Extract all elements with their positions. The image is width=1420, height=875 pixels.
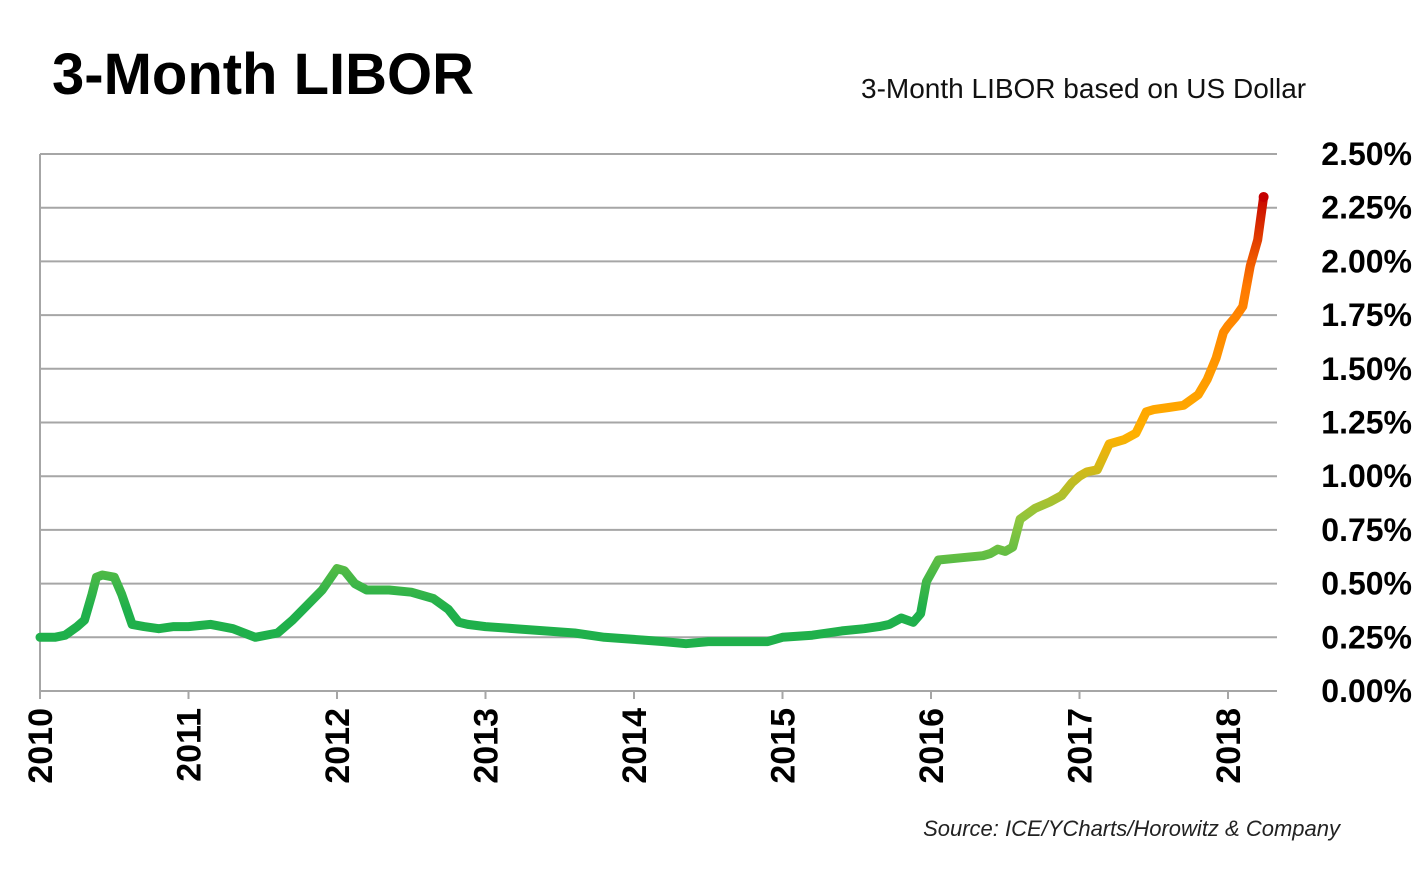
y-tick-label-2: 0.50%	[1321, 566, 1412, 602]
y-tick-label-1: 0.25%	[1321, 619, 1412, 655]
y-tick-labels: 0.00% 0.25% 0.50% 0.75% 1.00% 1.25% 1.50% 1.75%…	[1321, 136, 1412, 709]
x-tick-label-2016: 2016	[913, 708, 951, 784]
y-tick-label-0: 0.00%	[1321, 673, 1412, 709]
y-tick-label-6: 1.50%	[1321, 351, 1412, 387]
y-tick-label-10: 2.50%	[1321, 136, 1412, 172]
x-tick-label-2010: 2010	[22, 708, 60, 784]
series-line-0	[35, 192, 1269, 649]
y-tick-label-4: 1.00%	[1321, 458, 1412, 494]
source-note: Source: ICE/YCharts/Horowitz & Company	[923, 816, 1342, 841]
legend: 3-Month LIBOR based on US Dollar	[798, 73, 1306, 104]
axis-layer	[39, 154, 1277, 699]
x-tick-label-2015: 2015	[765, 708, 803, 784]
y-tick-label-3: 0.75%	[1321, 512, 1412, 548]
series-end-point-0	[1258, 191, 1269, 202]
series-layer	[35, 191, 1269, 649]
y-tick-label-8: 2.00%	[1321, 243, 1412, 279]
x-tick-label-2018: 2018	[1210, 708, 1248, 784]
y-tick-label-5: 1.25%	[1321, 405, 1412, 441]
x-tick-label-2012: 2012	[319, 708, 357, 784]
x-tick-labels: 2010 2011 2012 2013 2014 2015 2016 2017 2018	[22, 708, 1248, 784]
legend-label: 3-Month LIBOR based on US Dollar	[861, 73, 1306, 104]
y-tick-label-9: 2.25%	[1321, 190, 1412, 226]
x-tick-label-2014: 2014	[616, 708, 654, 784]
x-tick-label-2017: 2017	[1062, 708, 1100, 784]
grid-layer	[40, 153, 1277, 639]
y-tick-label-7: 1.75%	[1321, 297, 1412, 333]
x-tick-label-2011: 2011	[171, 708, 209, 782]
x-tick-label-2013: 2013	[468, 708, 506, 784]
chart-title: 3-Month LIBOR	[52, 42, 474, 107]
